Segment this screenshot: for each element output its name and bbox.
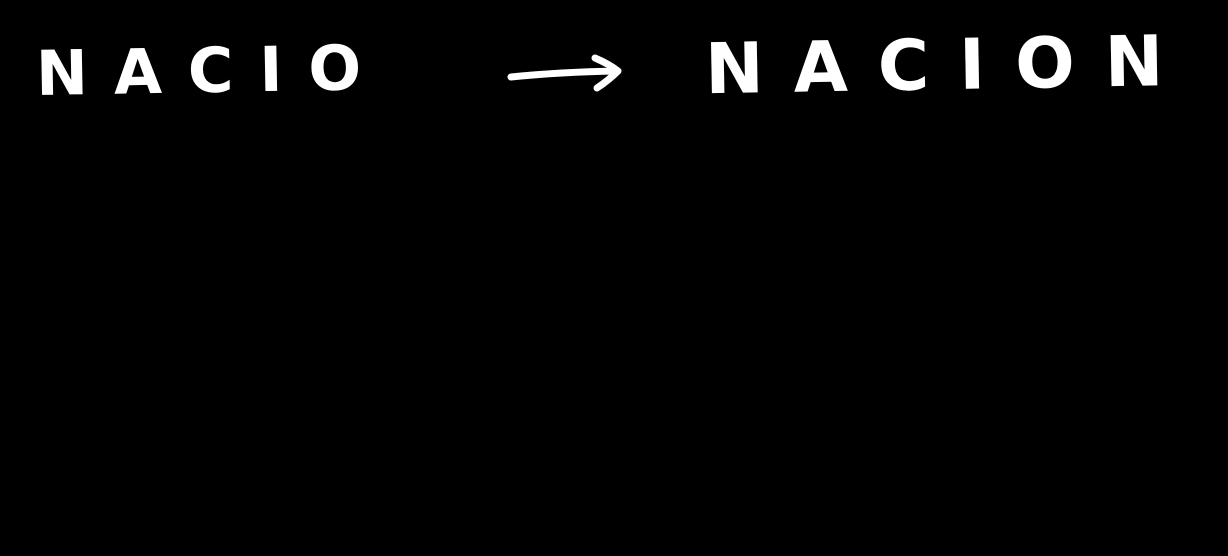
left-word: NACIO xyxy=(35,30,388,111)
right-arrow-icon xyxy=(507,54,622,92)
right-word: NACION xyxy=(704,19,1194,111)
